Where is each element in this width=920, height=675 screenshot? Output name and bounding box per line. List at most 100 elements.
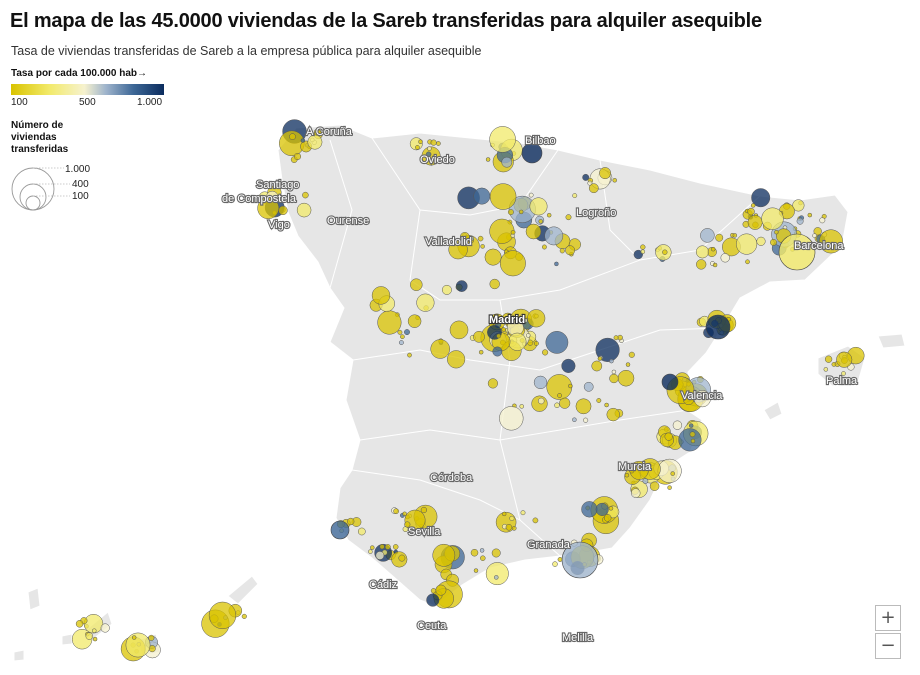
municipality-bubble[interactable] <box>736 233 758 255</box>
municipality-bubble[interactable] <box>477 235 484 242</box>
municipality-bubble[interactable] <box>612 178 617 183</box>
municipality-bubble[interactable] <box>813 227 822 236</box>
municipality-bubble[interactable] <box>509 515 515 521</box>
municipality-bubble[interactable] <box>670 471 675 476</box>
municipality-bubble[interactable] <box>284 184 291 190</box>
municipality-bubble[interactable] <box>606 407 620 422</box>
municipality-bubble[interactable] <box>485 562 509 586</box>
municipality-bubble[interactable] <box>480 244 485 249</box>
municipality-bubble[interactable] <box>559 397 571 409</box>
municipality-bubble[interactable] <box>508 332 527 351</box>
municipality-bubble[interactable] <box>625 362 631 367</box>
municipality-bubble[interactable] <box>489 126 516 153</box>
municipality-bubble[interactable] <box>485 157 491 162</box>
municipality-bubble[interactable] <box>427 146 432 151</box>
municipality-bubble[interactable] <box>750 203 756 208</box>
municipality-bubble[interactable] <box>526 333 531 338</box>
municipality-bubble[interactable] <box>447 350 466 369</box>
municipality-bubble[interactable] <box>430 139 437 146</box>
municipality-bubble[interactable] <box>613 335 619 341</box>
municipality-bubble[interactable] <box>501 327 506 332</box>
municipality-bubble[interactable] <box>421 146 441 166</box>
municipality-bubble[interactable] <box>448 239 468 260</box>
municipality-bubble[interactable] <box>148 634 155 641</box>
municipality-bubble[interactable] <box>599 167 612 180</box>
municipality-bubble[interactable] <box>296 202 312 218</box>
municipality-bubble[interactable] <box>831 362 837 367</box>
municipality-bubble[interactable] <box>588 183 599 194</box>
municipality-bubble[interactable] <box>75 620 84 628</box>
municipality-bubble[interactable] <box>404 521 411 528</box>
municipality-bubble[interactable] <box>492 346 503 357</box>
municipality-bubble[interactable] <box>557 557 563 562</box>
municipality-bubble[interactable] <box>511 525 517 531</box>
municipality-bubble[interactable] <box>293 152 302 161</box>
municipality-bubble[interactable] <box>257 197 280 220</box>
municipality-bubble[interactable] <box>695 245 709 259</box>
municipality-bubble[interactable] <box>554 261 559 267</box>
municipality-bubble[interactable] <box>407 314 422 328</box>
municipality-bubble[interactable] <box>720 253 730 263</box>
municipality-bubble[interactable] <box>672 420 683 430</box>
municipality-bubble[interactable] <box>430 588 437 594</box>
municipality-bubble[interactable] <box>770 238 777 246</box>
municipality-bubble[interactable] <box>397 329 403 335</box>
municipality-bubble[interactable] <box>542 349 549 356</box>
zoom-out-button[interactable]: − <box>875 633 901 659</box>
municipality-bubble[interactable] <box>565 214 572 221</box>
municipality-bubble[interactable] <box>519 404 524 409</box>
municipality-bubble[interactable] <box>425 151 432 158</box>
municipality-bubble[interactable] <box>402 511 407 517</box>
municipality-bubble[interactable] <box>489 278 500 290</box>
municipality-bubble[interactable] <box>100 623 110 633</box>
municipality-bubble[interactable] <box>611 369 617 375</box>
municipality-bubble[interactable] <box>565 245 576 256</box>
municipality-bubble[interactable] <box>662 249 668 255</box>
municipality-bubble[interactable] <box>552 561 558 567</box>
municipality-bubble[interactable] <box>289 133 296 141</box>
municipality-bubble[interactable] <box>131 635 137 640</box>
municipality-bubble[interactable] <box>532 517 539 524</box>
municipality-bubble[interactable] <box>807 212 813 218</box>
municipality-bubble[interactable] <box>529 197 548 216</box>
municipality-bubble[interactable] <box>430 339 450 359</box>
municipality-bubble[interactable] <box>487 378 498 389</box>
municipality-bubble[interactable] <box>392 544 399 550</box>
municipality-bubble[interactable] <box>241 613 247 619</box>
municipality-bubble[interactable] <box>496 333 502 339</box>
municipality-bubble[interactable] <box>533 375 548 390</box>
municipality-bubble[interactable] <box>640 244 646 250</box>
municipality-bubble[interactable] <box>521 142 543 164</box>
municipality-bubble[interactable] <box>478 349 484 355</box>
municipality-bubble[interactable] <box>525 223 542 240</box>
municipality-bubble[interactable] <box>375 551 385 560</box>
municipality-bubble[interactable] <box>505 524 513 531</box>
municipality-bubble[interactable] <box>596 398 602 403</box>
municipality-bubble[interactable] <box>489 218 515 244</box>
municipality-bubble[interactable] <box>377 310 402 335</box>
municipality-bubble[interactable] <box>347 517 355 526</box>
municipality-bubble[interactable] <box>533 341 539 346</box>
municipality-bubble[interactable] <box>400 334 405 340</box>
municipality-bubble[interactable] <box>617 369 635 387</box>
municipality-bubble[interactable] <box>523 318 528 323</box>
municipality-bubble[interactable] <box>575 398 592 415</box>
municipality-bubble[interactable] <box>696 259 707 270</box>
municipality-bubble[interactable] <box>499 250 526 277</box>
municipality-bubble[interactable] <box>664 432 673 441</box>
municipality-bubble[interactable] <box>705 314 731 340</box>
municipality-bubble[interactable] <box>520 313 525 319</box>
municipality-bubble[interactable] <box>649 481 660 491</box>
municipality-bubble[interactable] <box>700 228 715 243</box>
municipality-bubble[interactable] <box>604 402 609 408</box>
municipality-bubble[interactable] <box>823 367 829 372</box>
municipality-bubble[interactable] <box>751 188 771 208</box>
municipality-bubble[interactable] <box>572 417 577 422</box>
municipality-bubble[interactable] <box>597 356 603 361</box>
municipality-bubble[interactable] <box>630 488 641 498</box>
municipality-bubble[interactable] <box>432 543 456 567</box>
municipality-bubble[interactable] <box>629 468 635 474</box>
municipality-bubble[interactable] <box>715 233 724 242</box>
municipality-bubble[interactable] <box>510 229 516 235</box>
